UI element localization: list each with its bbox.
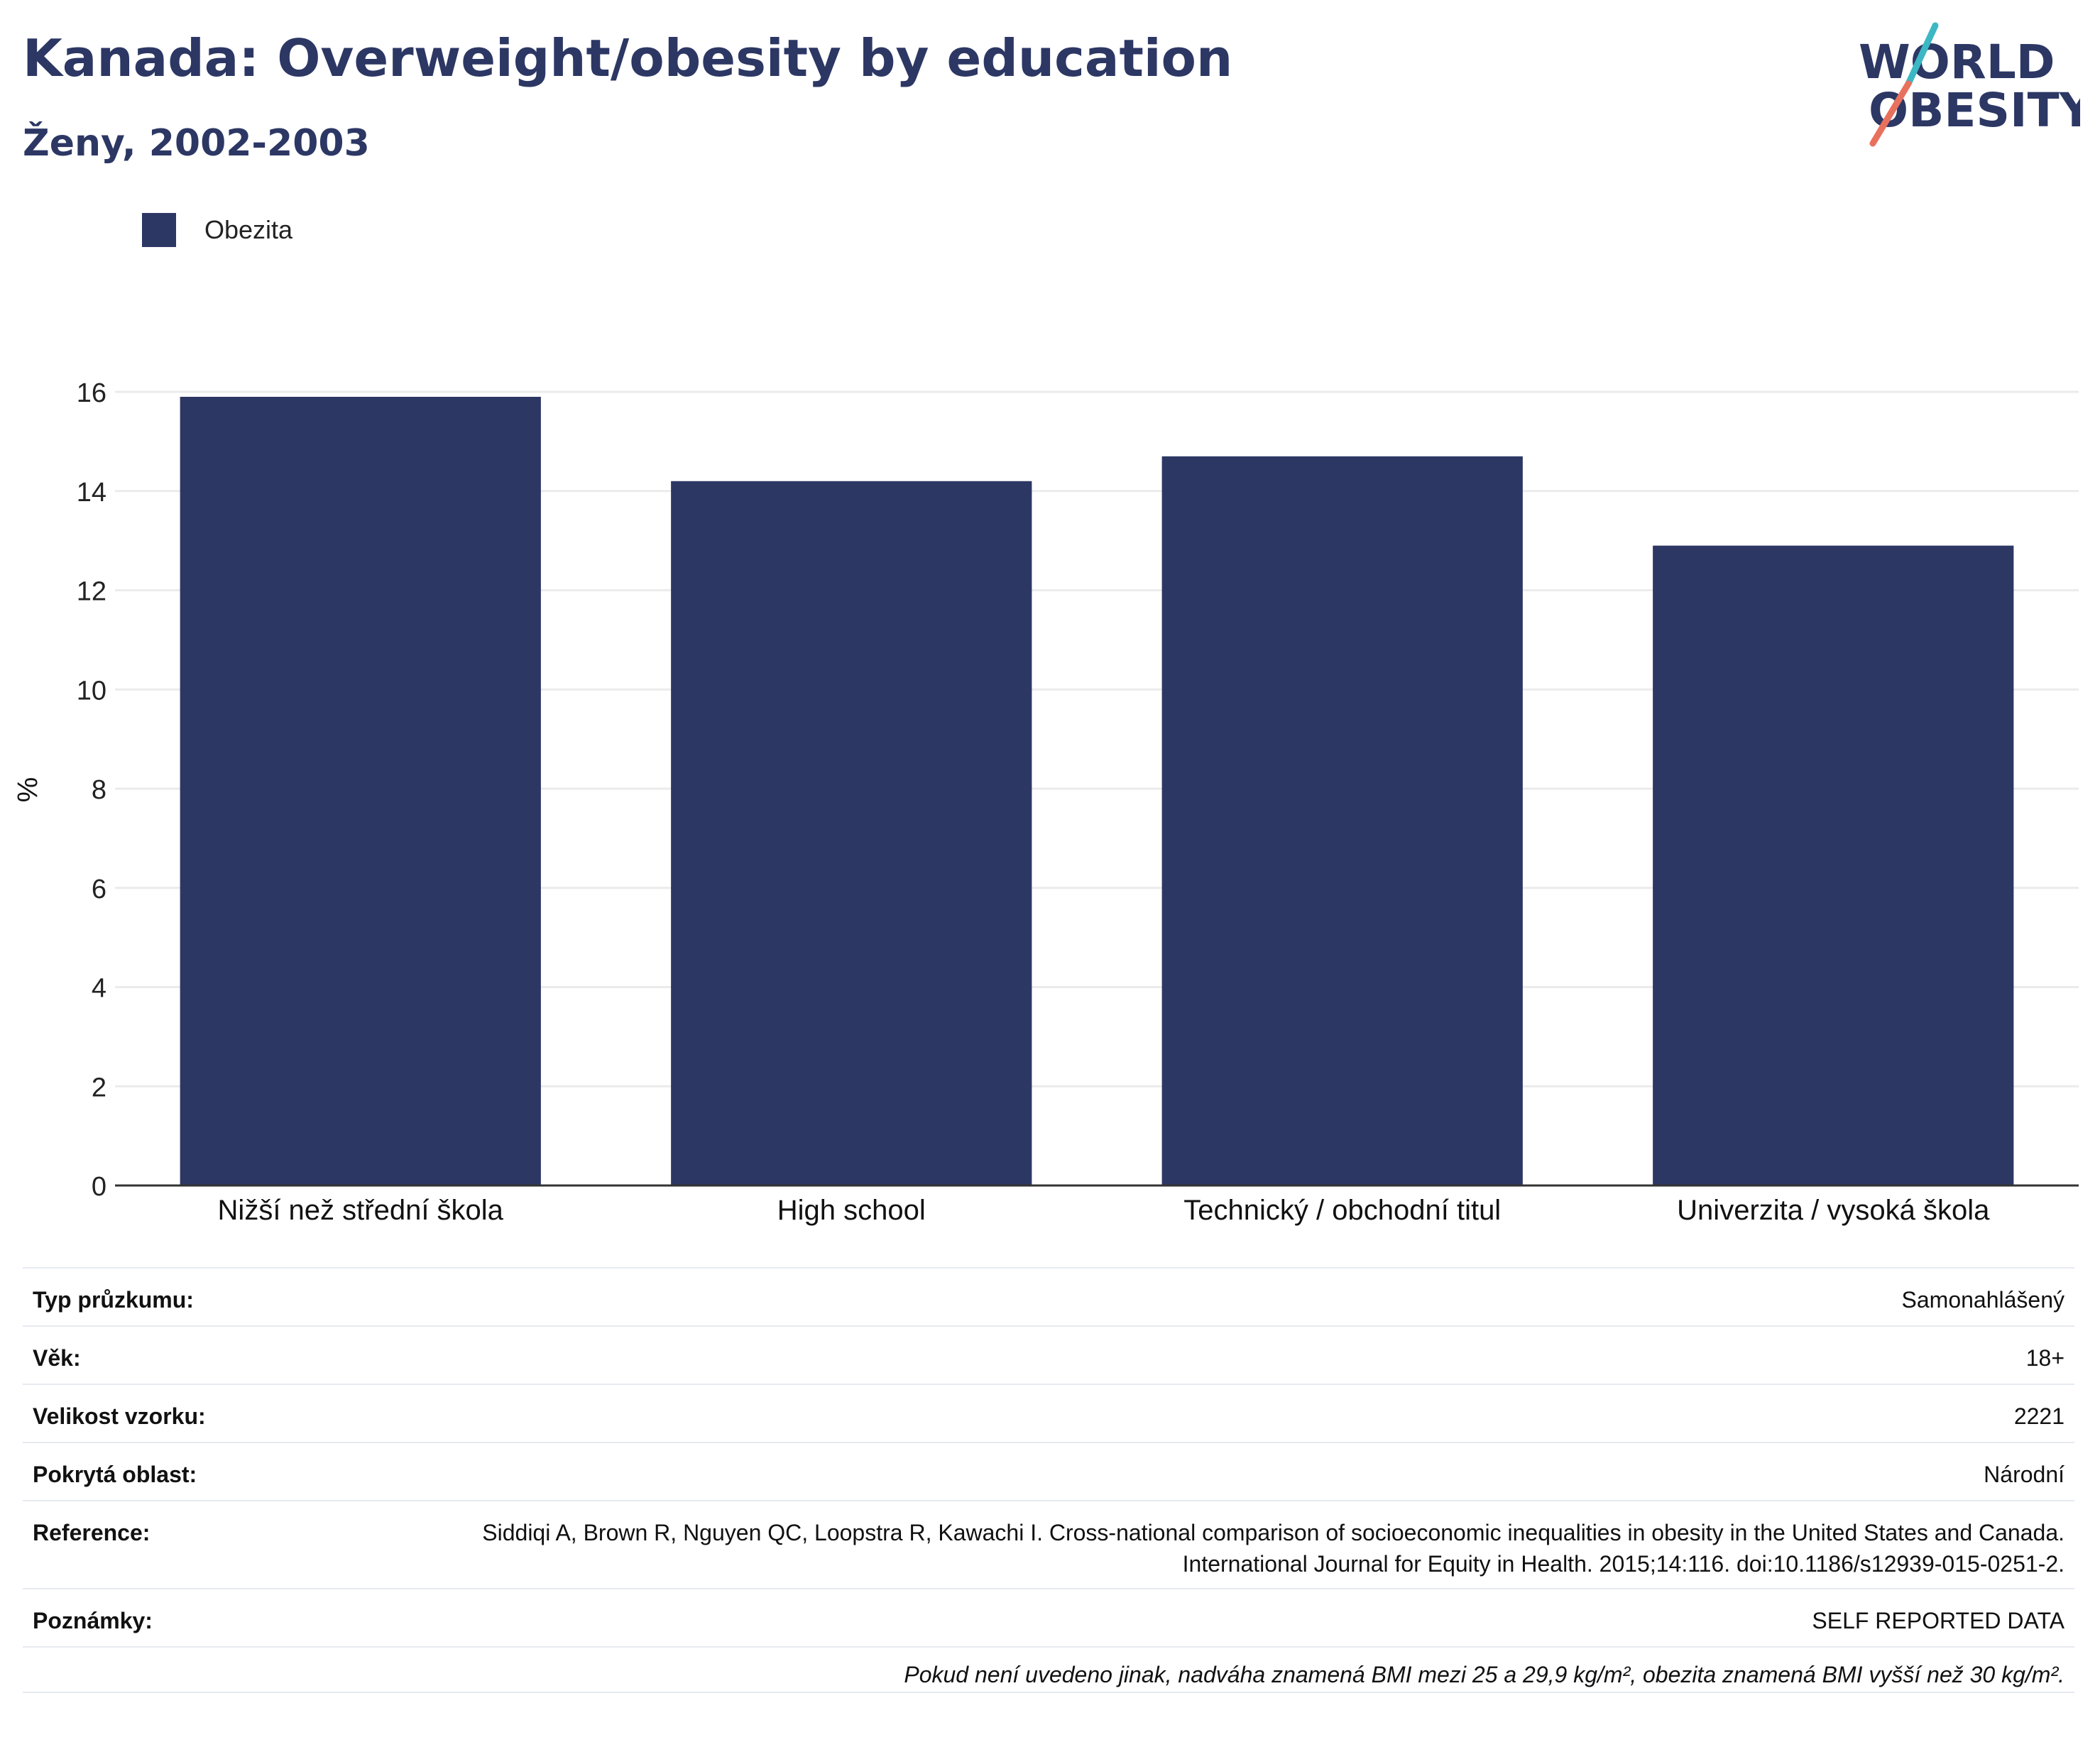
info-row-survey-type: Typ průzkumu: Samonahlášený — [23, 1267, 2074, 1325]
footnote-row: Pokud není uvedeno jinak, nadváha znamen… — [23, 1646, 2074, 1693]
info-row-age: Věk: 18+ — [23, 1325, 2074, 1384]
info-label: Velikost vzorku: — [33, 1403, 206, 1429]
y-tick-label: 2 — [92, 1073, 106, 1102]
info-label: Reference: — [33, 1520, 151, 1545]
info-value: Národní — [1984, 1462, 2065, 1487]
info-label: Poznámky: — [33, 1608, 153, 1633]
y-tick-label: 10 — [77, 676, 106, 706]
info-row-reference: Reference: Siddiqi A, Brown R, Nguyen QC… — [23, 1500, 2074, 1588]
y-tick-label: 12 — [77, 577, 106, 607]
y-tick-label: 8 — [92, 775, 106, 805]
info-label: Typ průzkumu: — [33, 1287, 194, 1313]
bar-1 — [180, 396, 541, 1185]
info-row-notes: Poznámky: SELF REPORTED DATA — [23, 1588, 2074, 1646]
footnote: Pokud není uvedeno jinak, nadváha znamen… — [904, 1662, 2065, 1687]
x-tick-label: Nižší než střední škola — [218, 1195, 504, 1226]
logo-slash-bottom — [1869, 80, 1912, 147]
x-tick-label: Technický / obchodní titul — [1183, 1195, 1501, 1226]
info-value: Samonahlášený — [1901, 1287, 2065, 1313]
chart-legend[interactable]: Obezita — [142, 213, 292, 247]
x-tick-label: High school — [777, 1195, 926, 1226]
legend-label: Obezita — [204, 215, 293, 244]
bar-chart: 0 2 4 6 8 10 12 14 16 Nižší než střední škola High… — [77, 378, 2079, 1226]
legend-swatch — [142, 213, 176, 247]
info-row-sample-size: Velikost vzorku: 2221 — [23, 1384, 2074, 1442]
logo-line-1: WORLD — [1859, 35, 2055, 89]
info-value: SELF REPORTED DATA — [1812, 1608, 2065, 1633]
chart-subtitle: Ženy, 2002-2003 — [23, 122, 370, 165]
bar-2 — [671, 481, 1032, 1185]
y-tick-label: 6 — [92, 875, 106, 904]
y-tick-label: 4 — [92, 974, 106, 1004]
bar-4 — [1653, 545, 2014, 1185]
x-tick-label: Univerzita / vysoká škola — [1677, 1195, 1990, 1226]
info-table: Typ průzkumu: Samonahlášený Věk: 18+ Vel… — [23, 1267, 2074, 1693]
info-row-area-covered: Pokrytá oblast: Národní — [23, 1442, 2074, 1500]
y-tick-label: 0 — [92, 1172, 106, 1202]
info-value: Siddiqi A, Brown R, Nguyen QC, Loopstra … — [482, 1520, 2065, 1577]
info-label: Věk: — [33, 1345, 81, 1371]
info-value: 2221 — [2013, 1403, 2065, 1429]
y-tick-label: 16 — [77, 378, 106, 408]
info-value: 18+ — [2025, 1345, 2065, 1371]
logo-slash-top — [1905, 22, 1939, 87]
info-label: Pokrytá oblast: — [33, 1462, 197, 1487]
chart-title: Kanada: Overweight/obesity by education — [23, 28, 1233, 88]
y-tick-label: 14 — [77, 478, 106, 508]
bar-3 — [1161, 456, 1523, 1185]
world-obesity-logo: WORLD OBESITY — [1859, 22, 2080, 147]
